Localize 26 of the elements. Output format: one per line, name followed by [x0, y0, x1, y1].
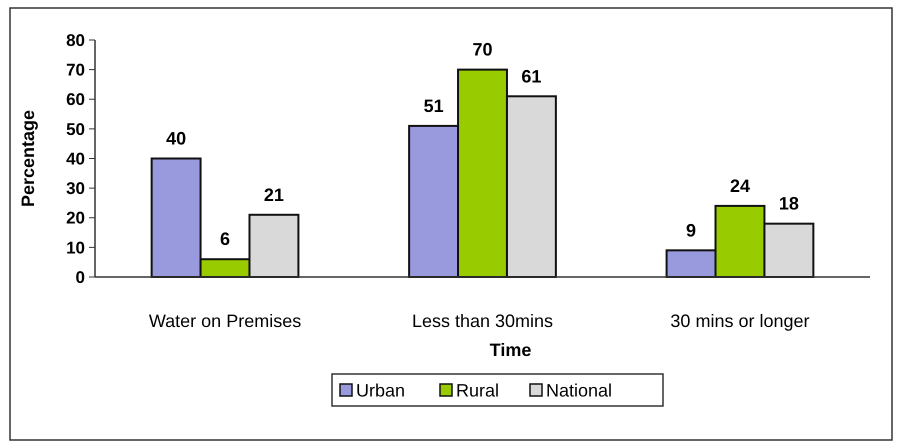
- legend-label: Rural: [456, 380, 500, 400]
- y-tick-label: 0: [76, 268, 85, 287]
- data-label: 51: [424, 96, 444, 116]
- x-tick-label: Water on Premises: [148, 311, 302, 331]
- y-tick-label: 70: [66, 60, 85, 80]
- y-axis-title: Percentage: [18, 110, 38, 208]
- x-tick-label: Less than 30mins: [412, 311, 554, 331]
- x-axis-title: Time: [490, 340, 532, 360]
- x-tick-label: 30 mins or longer: [670, 311, 810, 331]
- y-tick-label: 50: [66, 120, 85, 139]
- data-label: 9: [686, 220, 696, 240]
- y-tick-label: 60: [66, 90, 85, 110]
- y-tick-label: 80: [66, 30, 85, 50]
- legend-label: National: [546, 380, 612, 400]
- data-label: 6: [220, 229, 230, 250]
- data-label: 61: [521, 66, 542, 86]
- y-tick-label: 20: [66, 208, 85, 228]
- y-tick-label: 30: [66, 179, 85, 198]
- legend-label: Urban: [356, 380, 406, 400]
- data-label: 70: [472, 40, 493, 60]
- data-label: 40: [166, 128, 186, 148]
- data-label: 21: [264, 184, 284, 205]
- data-label: 18: [778, 194, 799, 214]
- data-label: 24: [730, 176, 750, 196]
- y-tick-label: 40: [66, 149, 85, 168]
- y-tick-label: 10: [66, 238, 85, 258]
